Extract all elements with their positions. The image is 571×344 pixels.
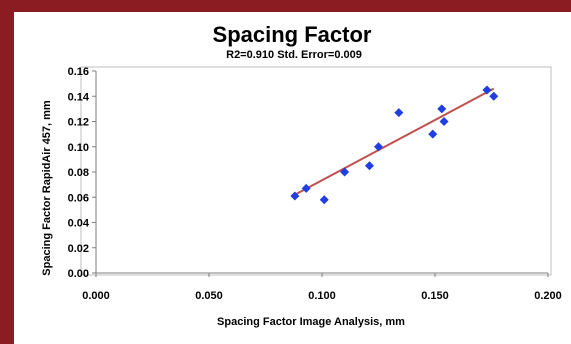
data-point — [364, 161, 374, 171]
data-point — [428, 129, 438, 139]
data-point — [374, 142, 383, 152]
data-point — [319, 195, 329, 205]
y-tick-label: 0.10 — [68, 142, 89, 154]
x-tick-label: 0.050 — [195, 290, 223, 302]
chart-panel: Spacing Factor R2=0.910 Std. Error=0.009… — [14, 12, 571, 344]
data-point — [394, 108, 404, 118]
y-tick-label: 0.08 — [68, 167, 89, 179]
x-axis: 0.000 0.050 0.100 0.150 0.200 — [82, 272, 562, 302]
data-point — [290, 191, 300, 201]
scatter-chart: Spacing Factor R2=0.910 Std. Error=0.009… — [41, 22, 562, 328]
x-tick-label: 0.200 — [534, 290, 562, 302]
y-tick-label: 0.14 — [68, 91, 90, 103]
trendline-layer — [294, 87, 495, 196]
y-tick-label: 0.00 — [68, 268, 89, 280]
chart-title: Spacing Factor — [213, 22, 372, 47]
y-tick-label: 0.16 — [68, 66, 89, 78]
x-tick-label: 0.150 — [421, 290, 449, 302]
y-axis: 0.00 0.02 0.04 0.06 0.08 0.10 0.12 0.14 0.16 — [68, 66, 97, 280]
chart-subtitle: R2=0.910 Std. Error=0.009 — [226, 49, 362, 61]
data-points — [290, 85, 499, 205]
x-axis-label: Spacing Factor Image Analysis, mm — [217, 316, 405, 328]
data-point — [301, 183, 311, 193]
data-point — [340, 167, 350, 177]
plot-area — [80, 66, 552, 276]
y-tick-label: 0.02 — [68, 243, 89, 255]
data-point — [437, 104, 447, 114]
data-point — [482, 85, 492, 95]
x-tick-label: 0.000 — [82, 290, 110, 302]
data-point — [439, 117, 449, 126]
x-tick-label: 0.100 — [308, 290, 336, 302]
data-point — [489, 91, 499, 101]
y-axis-label: Spacing Factor RapidAir 457, mm — [41, 100, 53, 276]
y-tick-label: 0.04 — [68, 218, 90, 230]
trendline — [294, 87, 495, 196]
y-tick-label: 0.12 — [68, 117, 89, 129]
y-tick-label: 0.06 — [68, 192, 89, 204]
